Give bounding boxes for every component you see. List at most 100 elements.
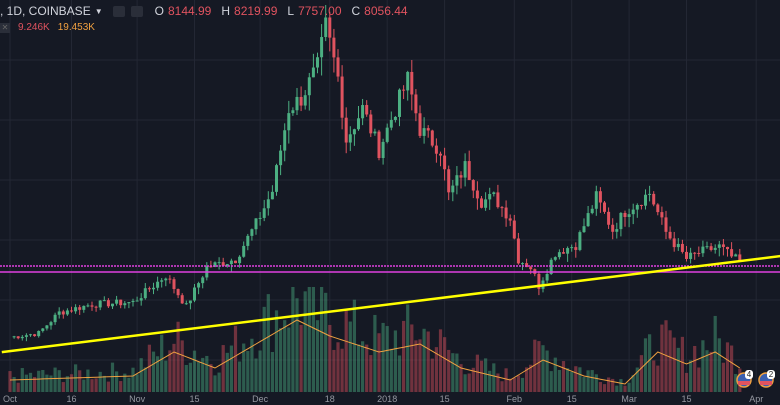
candle-body [549, 259, 553, 275]
chart-header: , 1D, COINBASE ▼ O 8144.99 H 8219.99 L 7757… [0, 4, 408, 18]
candle-body [562, 252, 565, 254]
x-tick-label: 16 [66, 394, 76, 404]
candle-body [221, 262, 225, 267]
volume-bar [672, 337, 676, 392]
volume-bar [668, 330, 672, 392]
candle-body [193, 287, 196, 301]
candle-body [590, 208, 594, 214]
candle-body [631, 209, 635, 215]
volume-bar [561, 361, 566, 392]
candle-body [279, 150, 283, 166]
candle-body [291, 110, 295, 114]
candle-body [307, 77, 311, 96]
candle-body [451, 185, 455, 193]
candle-body [459, 175, 463, 178]
candle-body [270, 191, 274, 200]
volume-bar [377, 333, 381, 392]
volume-bar [291, 287, 295, 392]
volume-bar [201, 357, 205, 392]
volume-bar [356, 344, 361, 392]
volume-bar [643, 338, 648, 392]
candle-body [672, 238, 676, 248]
candle-body [348, 134, 352, 143]
candle-body [336, 57, 340, 77]
candle-body [332, 37, 336, 58]
volume-bar [361, 341, 365, 392]
candle-body [586, 213, 590, 227]
volume-bar [680, 336, 684, 392]
candle-body [635, 204, 639, 210]
candle-body [229, 260, 233, 265]
candle-body [664, 217, 668, 232]
symbol-label[interactable]: , 1D, COINBASE [0, 4, 91, 18]
volume-bar [701, 340, 705, 392]
candle-body [78, 307, 82, 310]
candle-body [82, 305, 86, 310]
volume-bar [451, 353, 455, 392]
volume-bar [512, 377, 516, 392]
candle-body [426, 128, 430, 131]
volume-bar [479, 360, 484, 392]
volume-bar [119, 381, 123, 392]
candle-body [393, 116, 397, 120]
candle-body [152, 287, 155, 290]
candle-body [147, 288, 151, 290]
candle-body [49, 322, 53, 326]
volume-bar [537, 341, 541, 392]
candle-body [648, 193, 652, 195]
close-icon[interactable]: ✕ [0, 22, 10, 33]
volume-bar [340, 348, 344, 392]
high-value: 8219.99 [234, 4, 278, 18]
candle-body [389, 119, 393, 128]
volume-bar [24, 374, 28, 392]
volume-bar [389, 348, 393, 392]
candle-body [41, 328, 45, 331]
candle-body [504, 207, 508, 219]
candle-body [299, 96, 303, 106]
candle-body [283, 130, 287, 151]
candle-body [365, 105, 369, 115]
candle-body [615, 229, 619, 232]
volume-bar [283, 320, 287, 392]
candle-body [377, 131, 381, 159]
candle-body [685, 251, 688, 259]
candle-body [492, 192, 496, 194]
gear-icon[interactable] [130, 5, 143, 17]
candle-body [738, 254, 742, 262]
volume-bar [397, 355, 402, 392]
volume-bar [69, 374, 74, 392]
volume-bar [705, 350, 709, 392]
candle-body [143, 288, 147, 299]
candle-body [311, 67, 315, 78]
volume-bar [631, 375, 635, 392]
candle-body [410, 71, 414, 95]
chevron-down-icon[interactable]: ▼ [94, 6, 103, 16]
volume-bar [151, 351, 156, 392]
candle-body [512, 220, 516, 239]
candle-body [65, 310, 69, 315]
candle-body [697, 252, 701, 254]
volume-bar [238, 361, 242, 392]
volume-bar [664, 320, 668, 392]
candle-body [385, 127, 389, 142]
candle-body [197, 283, 201, 288]
volume-bar [279, 328, 283, 392]
volume-bar [57, 370, 61, 392]
volume-bar [725, 342, 730, 392]
volume-bar [574, 366, 578, 392]
volume-bar [730, 345, 734, 392]
volume-bar [541, 345, 545, 392]
candle-body [172, 279, 176, 290]
eye-icon[interactable] [112, 5, 125, 17]
candle-body [119, 299, 123, 306]
candle-body [217, 262, 221, 264]
candle-body [340, 76, 344, 118]
volume-bar [172, 343, 176, 392]
candle-body [86, 305, 90, 307]
candle-body [123, 303, 127, 306]
candle-body [361, 105, 365, 119]
x-tick-label: 15 [567, 394, 577, 404]
volume-bar [324, 292, 328, 392]
candle-body [730, 249, 734, 257]
